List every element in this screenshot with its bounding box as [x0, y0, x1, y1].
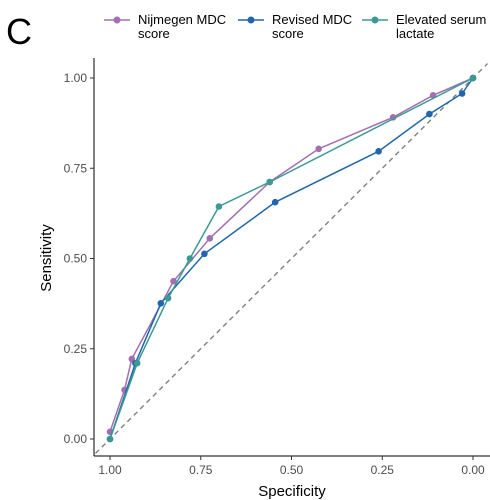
legend-label-line1: Revised MDC — [272, 12, 352, 27]
legend-swatch-point — [371, 16, 379, 24]
data-point — [271, 198, 279, 206]
y-tick-label: 0.50 — [64, 252, 88, 266]
legend-label-line2: score — [138, 26, 170, 41]
legend-item-nijmegen: Nijmegen MDC score — [104, 12, 226, 41]
x-tick-label: 1.00 — [98, 463, 122, 477]
series-3 — [106, 74, 477, 443]
legend-swatch-point — [247, 16, 255, 24]
y-tick-label: 0.00 — [64, 432, 88, 446]
series-1 — [106, 74, 477, 436]
x-tick-label: 0.75 — [189, 463, 213, 477]
legend-label-line2: lactate — [396, 26, 434, 41]
legend-label-line2: score — [272, 26, 304, 41]
data-point — [458, 90, 466, 97]
data-point — [106, 435, 114, 443]
y-tick-label: 0.25 — [64, 342, 88, 356]
data-point — [170, 277, 177, 285]
legend-swatch-point — [113, 16, 121, 24]
data-point — [375, 148, 382, 155]
axes: 0.00 0.25 0.50 0.75 1.00 1.00 0.75 0.50 0.25 0.00 — [64, 58, 490, 477]
data-point — [206, 235, 214, 242]
data-point — [469, 74, 477, 82]
data-point — [133, 359, 141, 367]
y-tick-label: 1.00 — [64, 71, 88, 85]
data-point — [266, 178, 274, 186]
legend-item-revised: Revised MDC score — [238, 12, 352, 41]
series-layer — [106, 74, 477, 443]
legend: Nijmegen MDC score Revised MDC score Ele… — [104, 12, 486, 41]
reference-diagonal-line — [94, 63, 489, 454]
x-axis-title: Specificity — [258, 483, 326, 500]
data-point — [426, 110, 433, 118]
data-point — [215, 203, 223, 210]
series-line — [109, 77, 474, 433]
y-axis-title: Sensitivity — [38, 224, 55, 292]
data-point — [315, 145, 323, 153]
panel-label: C — [6, 11, 32, 52]
x-tick-label: 0.00 — [461, 463, 485, 477]
x-tick-label: 0.50 — [280, 463, 304, 477]
data-point — [201, 250, 208, 258]
legend-label-line1: Elevated serum — [396, 12, 486, 27]
data-point — [164, 294, 172, 302]
y-tick-label: 0.75 — [64, 161, 88, 175]
data-point — [157, 300, 165, 307]
legend-item-lactate: Elevated serum lactate — [362, 12, 486, 41]
x-tick-label: 0.25 — [371, 463, 395, 477]
legend-label-line1: Nijmegen MDC — [138, 12, 226, 27]
data-point — [186, 255, 194, 262]
series-2 — [106, 74, 477, 443]
reference-line-group — [94, 63, 489, 454]
